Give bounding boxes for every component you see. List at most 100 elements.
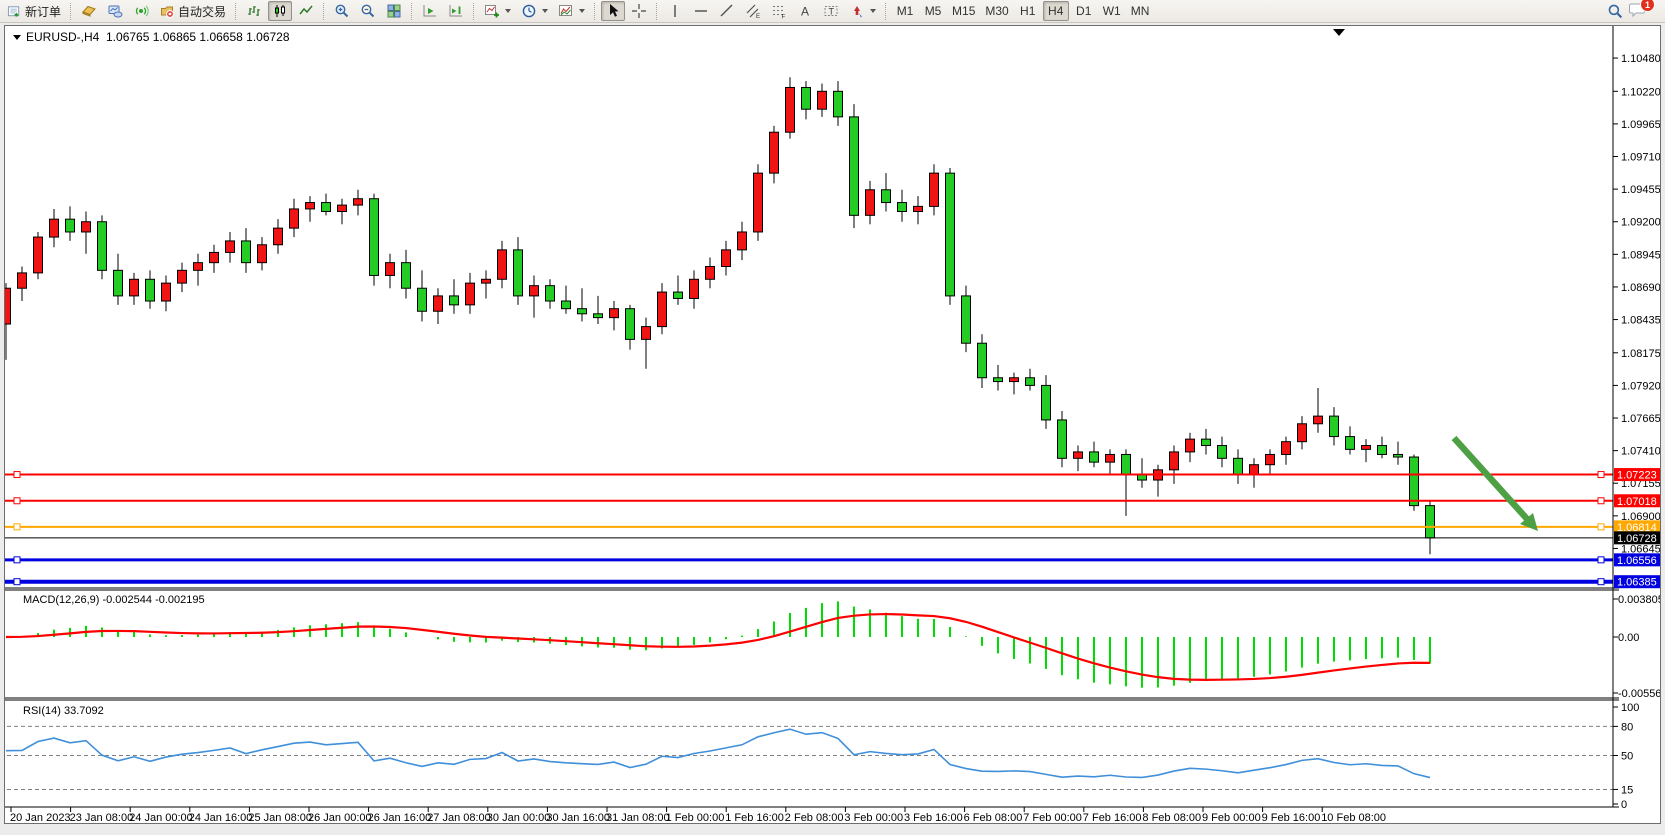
tile-windows-button[interactable] [382,1,406,21]
line-chart-button[interactable] [294,1,318,21]
candle [785,77,795,139]
zoom-out-button[interactable] [356,1,380,21]
auto-scroll-button[interactable] [418,1,442,21]
zoom-in-button[interactable] [330,1,354,21]
annotation-arrow-head[interactable] [1520,513,1538,531]
macd-tick-label: 0.003805 [1618,594,1660,606]
candle [1233,449,1243,484]
time-axis-label: 24 Jan 16:00 [189,812,253,823]
crosshair-button[interactable] [627,1,651,21]
candle [1313,387,1323,433]
candlestick-chart-icon [275,5,286,17]
price-tick-label: 1.09710 [1621,152,1660,164]
candle [641,317,651,369]
line-handle[interactable] [13,471,21,479]
line-handle[interactable] [13,578,21,586]
line-handle[interactable] [1597,578,1605,586]
candle [833,81,843,126]
candle [913,196,923,225]
rsi-tick-label: 80 [1621,721,1633,733]
depth-of-market-button[interactable] [77,1,101,21]
dropdown-caret-icon [542,9,549,13]
toolbar-separator [885,2,887,20]
vertical-line-button[interactable] [663,1,687,21]
candle [81,211,91,254]
timeframe-H4[interactable]: H4 [1042,1,1069,21]
templates-button[interactable] [554,1,589,21]
notifications-button[interactable]: 1 [1629,0,1655,21]
candle [353,189,363,216]
chart-shift-marker-icon[interactable] [1333,29,1345,36]
arrows-button[interactable] [845,1,880,21]
line-handle[interactable] [1597,556,1605,564]
line-handle[interactable] [13,556,21,564]
toolbar-separator [473,2,475,20]
candle [817,83,827,117]
chart-symbol-dropdown-icon[interactable] [13,34,21,40]
price-line-axis-badge-text: 1.06728 [1617,533,1657,545]
line-handle[interactable] [1597,471,1605,479]
text-button[interactable]: A [793,1,817,21]
line-handle[interactable] [1597,497,1605,505]
text-label-button[interactable]: T [819,1,843,21]
horizontal-line-icon [695,10,708,12]
new-order-button[interactable]: 新订单 [3,1,65,21]
candle [241,228,251,273]
auto-trading-button[interactable]: 自动交易 [155,1,230,21]
timeframe-W1[interactable]: W1 [1099,1,1125,21]
timeframe-M5[interactable]: M5 [920,1,946,21]
toolbar-separator [235,2,237,20]
equidistant-channel-button[interactable]: E [741,1,765,21]
price-line-axis-badge-text: 1.06556 [1617,555,1657,567]
candle [561,285,571,314]
time-axis-label: 10 Feb 08:00 [1321,812,1386,823]
timeframe-MN[interactable]: MN [1127,1,1154,21]
line-handle[interactable] [1597,523,1605,531]
line-handle[interactable] [13,497,21,505]
candle [849,104,859,229]
signals-button[interactable] [129,1,153,21]
candle [145,270,155,309]
search-button[interactable] [1603,1,1628,21]
candlestick-chart-button[interactable] [268,1,293,21]
price-tick-label: 1.07665 [1621,413,1660,425]
timeframe-H1[interactable]: H1 [1015,1,1041,21]
candle [865,180,875,225]
bar-chart-button[interactable] [242,1,266,21]
cursor-button[interactable] [601,1,626,21]
tile-windows-icon [387,4,401,18]
line-handle[interactable] [13,523,21,531]
periods-button[interactable] [517,1,552,21]
timeframe-M15[interactable]: M15 [948,1,979,21]
text-a-icon: A [801,5,809,19]
trendline-button[interactable] [715,1,739,21]
timeframe-D1[interactable]: D1 [1071,1,1097,21]
fibonacci-button[interactable]: F [767,1,791,21]
chart-shift-button[interactable] [444,1,468,21]
macd-indicator-label: MACD(12,26,9) -0.002544 -0.002195 [23,594,205,606]
candle [305,196,315,222]
time-axis-label: 2 Feb 08:00 [785,812,844,823]
horizontal-line-button[interactable] [689,1,713,21]
price-tick-label: 1.06645 [1621,543,1660,555]
candles-layer [5,77,1435,555]
timeframe-M1[interactable]: M1 [892,1,918,21]
candle [545,279,555,309]
channel-icon: E [746,4,760,19]
new-chart-button[interactable] [480,1,515,21]
svg-text:F: F [782,15,786,20]
candle [209,244,219,273]
price-tick-label: 1.09200 [1621,217,1660,229]
dropdown-caret-icon [505,9,512,13]
candle [993,364,1003,391]
virtual-hosting-button[interactable] [103,1,127,21]
timeframe-M30[interactable]: M30 [981,1,1012,21]
candle [1249,458,1259,488]
candle [385,253,395,289]
price-line-axis-badge [1614,553,1660,567]
candle [625,304,635,350]
candle [1377,436,1387,459]
chart-title-text: EURUSD-,H4 1.06765 1.06865 1.06658 1.067… [26,30,290,44]
dropdown-caret-icon [579,9,586,13]
annotation-arrow[interactable] [1451,435,1531,523]
